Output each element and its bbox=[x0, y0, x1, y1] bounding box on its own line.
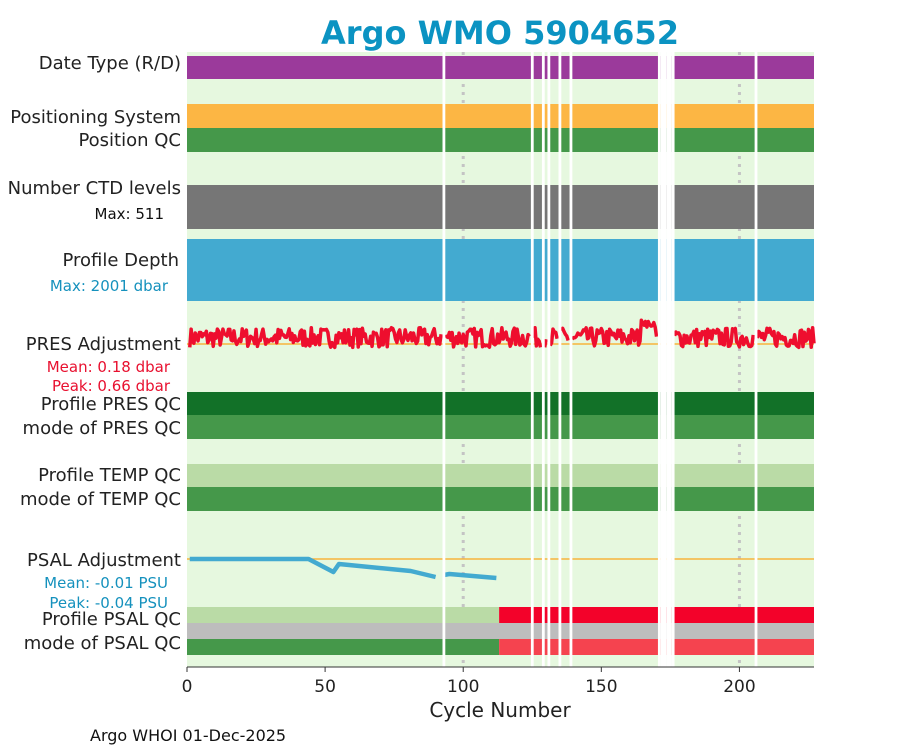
missing-cycle-135 bbox=[558, 52, 562, 667]
bar-mode-psal-qc-bad bbox=[499, 639, 814, 655]
missing-cycle-176 bbox=[671, 52, 675, 667]
label-profile-temp-qc: Profile TEMP QC bbox=[38, 465, 181, 486]
bar-profile-temp-qc bbox=[187, 464, 814, 487]
missing-cycle-173 bbox=[663, 52, 667, 667]
missing-cycle-93 bbox=[442, 52, 446, 667]
missing-cycle-171 bbox=[657, 52, 661, 667]
missing-cycle-125 bbox=[530, 52, 534, 667]
x-tick-label-50: 50 bbox=[314, 677, 336, 697]
bar-profile-psal-qc-bad bbox=[499, 607, 814, 623]
label-positioning-system: Positioning System bbox=[10, 107, 181, 128]
missing-cycle-174 bbox=[666, 52, 670, 667]
pres-adjustment-line-3 bbox=[542, 338, 548, 348]
bar-mode-psal-qc-good bbox=[187, 639, 500, 655]
missing-cycle-129 bbox=[541, 52, 545, 667]
label-ctd-levels: Number CTD levels bbox=[8, 178, 181, 199]
psal-adjustment-line-1 bbox=[443, 571, 497, 581]
profile-depth-max: Max: 2001 dbar bbox=[50, 277, 169, 295]
x-tick-label-150: 150 bbox=[585, 677, 617, 697]
pres-adjustment-line-5 bbox=[559, 326, 570, 342]
pres-adjustment-mean: Mean: 0.18 dbar bbox=[47, 358, 171, 376]
label-profile-depth: Profile Depth bbox=[62, 250, 179, 271]
psal-adjustment-mean: Mean: -0.01 PSU bbox=[44, 574, 168, 592]
x-tick-label-0: 0 bbox=[182, 677, 193, 697]
psal-adjustment-peak: Peak: -0.04 PSU bbox=[49, 594, 168, 612]
bar-position-qc bbox=[187, 128, 814, 152]
bar-psal-qc-separator bbox=[187, 623, 814, 639]
footer-credit: Argo WHOI 01-Dec-2025 bbox=[90, 726, 286, 745]
pres-adjustment-peak: Peak: 0.66 dbar bbox=[52, 377, 171, 395]
label-psal-adjustment: PSAL Adjustment bbox=[27, 550, 181, 571]
label-mode-psal-qc: mode of PSAL QC bbox=[24, 633, 181, 654]
ctd-levels-max: Max: 511 bbox=[95, 205, 164, 223]
pres-adjustment-line-4 bbox=[548, 327, 559, 347]
x-tick-label-100: 100 bbox=[447, 677, 479, 697]
label-mode-temp-qc: mode of TEMP QC bbox=[20, 489, 181, 510]
pres-adjustment-line-8 bbox=[755, 326, 816, 350]
missing-cycle-206 bbox=[754, 52, 758, 667]
bar-profile-psal-qc-good bbox=[187, 607, 500, 623]
label-position-qc: Position QC bbox=[78, 130, 181, 151]
label-date-type: Date Type (R/D) bbox=[39, 53, 181, 74]
bar-ctd-levels bbox=[187, 185, 814, 229]
bar-profile-depth bbox=[187, 239, 814, 301]
pres-adjustment-line-6 bbox=[570, 318, 659, 348]
plot-background bbox=[187, 52, 814, 667]
missing-cycle-175 bbox=[668, 52, 672, 667]
bar-positioning-system bbox=[187, 104, 814, 128]
label-pres-adjustment: PRES Adjustment bbox=[26, 334, 181, 355]
missing-cycle-139 bbox=[569, 52, 573, 667]
bar-date-type bbox=[187, 56, 814, 79]
pres-adjustment-line-0 bbox=[188, 325, 443, 350]
pres-adjustment-line-2 bbox=[531, 325, 543, 348]
bar-mode-pres-qc bbox=[187, 415, 814, 439]
label-mode-pres-qc: mode of PRES QC bbox=[23, 418, 181, 439]
x-tick-label-200: 200 bbox=[723, 677, 755, 697]
pres-adjustment-line-1 bbox=[444, 325, 531, 349]
label-profile-pres-qc: Profile PRES QC bbox=[41, 394, 181, 415]
missing-cycle-131 bbox=[547, 52, 551, 667]
bar-profile-pres-qc bbox=[187, 392, 814, 415]
x-axis-label: Cycle Number bbox=[429, 698, 571, 722]
chart-title: Argo WMO 5904652 bbox=[321, 14, 679, 52]
label-profile-psal-qc: Profile PSAL QC bbox=[42, 609, 181, 630]
bar-mode-temp-qc bbox=[187, 487, 814, 511]
pres-adjustment-line-7 bbox=[672, 326, 755, 349]
psal-adjustment-line-0 bbox=[189, 556, 437, 580]
missing-cycle-172 bbox=[660, 52, 664, 667]
